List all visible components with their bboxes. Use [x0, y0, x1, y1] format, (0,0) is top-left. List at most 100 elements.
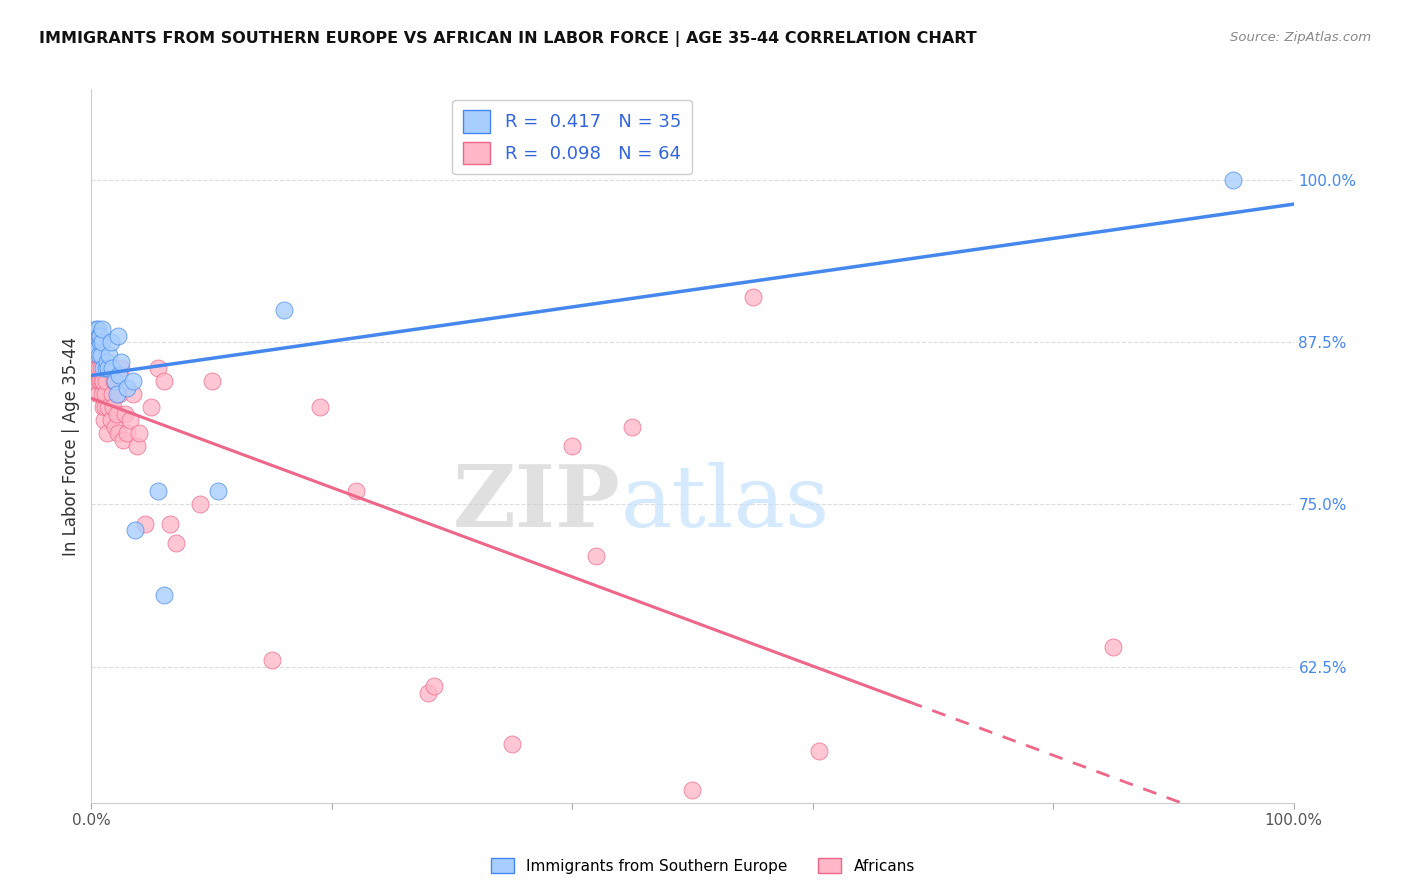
Point [89, 361, 111, 376]
Point [103, 374, 125, 388]
Point [82, 374, 104, 388]
Point [97, 361, 120, 376]
Point [159, 516, 181, 531]
Point [416, 685, 439, 699]
Point [501, 738, 523, 752]
Point [98, 361, 121, 376]
Point [86, 328, 108, 343]
Point [84, 348, 107, 362]
Legend: R =  0.417   N = 35, R =  0.098   N = 64: R = 0.417 N = 35, R = 0.098 N = 64 [453, 100, 692, 175]
Point [561, 439, 583, 453]
Point [89, 348, 111, 362]
Point [146, 484, 169, 499]
Point [87, 387, 110, 401]
Point [94, 387, 117, 401]
Point [308, 400, 330, 414]
Point [152, 374, 174, 388]
Point [91, 374, 114, 388]
Point [87, 374, 110, 388]
Point [93, 361, 115, 376]
Point [1102, 640, 1125, 654]
Point [101, 361, 124, 376]
Point [83, 328, 105, 343]
Point [117, 381, 139, 395]
Point [260, 653, 283, 667]
Point [118, 413, 141, 427]
Point [111, 433, 134, 447]
Text: IMMIGRANTS FROM SOUTHERN EUROPE VS AFRICAN IN LABOR FORCE | AGE 35-44 CORRELATIO: IMMIGRANTS FROM SOUTHERN EUROPE VS AFRIC… [39, 31, 977, 47]
Point [107, 328, 129, 343]
Point [89, 328, 111, 343]
Point [94, 361, 117, 376]
Point [93, 413, 115, 427]
Point [86, 361, 108, 376]
Point [89, 374, 111, 388]
Point [93, 374, 115, 388]
Y-axis label: In Labor Force | Age 35-44: In Labor Force | Age 35-44 [62, 336, 80, 556]
Point [82, 368, 104, 382]
Point [84, 361, 107, 376]
Point [114, 407, 136, 421]
Point [93, 400, 115, 414]
Point [91, 322, 114, 336]
Point [273, 302, 295, 317]
Point [741, 290, 763, 304]
Point [90, 348, 112, 362]
Point [122, 374, 145, 388]
Point [100, 335, 122, 350]
Point [100, 413, 122, 427]
Point [84, 322, 107, 336]
Point [90, 335, 112, 350]
Point [585, 549, 607, 564]
Point [83, 348, 105, 362]
Point [110, 361, 132, 376]
Point [101, 387, 124, 401]
Point [84, 374, 107, 388]
Text: atlas: atlas [620, 461, 830, 545]
Point [862, 873, 884, 888]
Point [91, 400, 114, 414]
Point [105, 407, 128, 421]
Point [86, 348, 108, 362]
Point [107, 425, 129, 440]
Point [90, 387, 112, 401]
Point [681, 782, 703, 797]
Point [96, 425, 118, 440]
Point [207, 484, 229, 499]
Point [108, 368, 131, 382]
Point [124, 524, 146, 538]
Point [146, 361, 169, 376]
Point [84, 328, 107, 343]
Point [90, 361, 112, 376]
Point [152, 588, 174, 602]
Point [87, 348, 110, 362]
Point [188, 497, 211, 511]
Text: ZIP: ZIP [453, 461, 620, 545]
Point [108, 387, 131, 401]
Point [344, 484, 367, 499]
Point [1222, 173, 1244, 187]
Point [200, 374, 222, 388]
Point [86, 342, 108, 356]
Point [104, 374, 127, 388]
Point [807, 744, 830, 758]
Point [110, 354, 132, 368]
Point [128, 425, 150, 440]
Point [89, 328, 111, 343]
Point [98, 348, 121, 362]
Point [83, 342, 105, 356]
Point [423, 679, 446, 693]
Legend: Immigrants from Southern Europe, Africans: Immigrants from Southern Europe, African… [485, 852, 921, 880]
Point [141, 400, 163, 414]
Point [621, 419, 644, 434]
Point [134, 516, 156, 531]
Point [104, 419, 127, 434]
Text: Source: ZipAtlas.com: Source: ZipAtlas.com [1230, 31, 1371, 45]
Point [122, 387, 145, 401]
Point [117, 425, 139, 440]
Point [89, 335, 111, 350]
Point [165, 536, 187, 550]
Point [94, 374, 117, 388]
Point [97, 400, 120, 414]
Point [84, 342, 107, 356]
